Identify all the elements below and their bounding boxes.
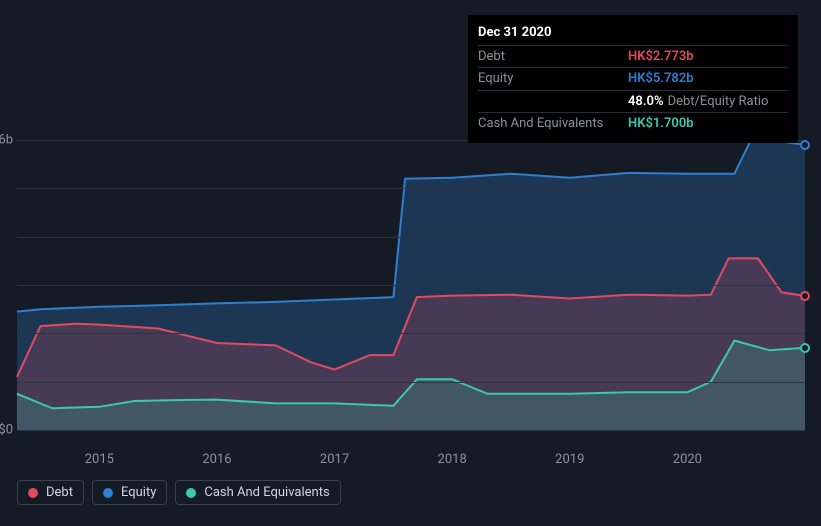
x-axis-label: 2016 bbox=[202, 452, 231, 467]
gridline bbox=[17, 188, 805, 189]
y-axis-label: HK$0 bbox=[0, 423, 13, 438]
debt-equity-chart: HK$0 HK$6b 2015 2016 2017 2018 2019 2020 Dec 3… bbox=[0, 0, 821, 526]
tooltip-row-value: HK$2.773b bbox=[628, 47, 694, 67]
tooltip-row-value: HK$5.782b bbox=[628, 69, 694, 89]
legend-swatch bbox=[103, 488, 113, 498]
x-axis-label: 2018 bbox=[438, 452, 467, 467]
gridline bbox=[17, 382, 805, 383]
gridline bbox=[17, 333, 805, 334]
tooltip-row-extra: Debt/Equity Ratio bbox=[668, 94, 769, 109]
chart-tooltip: Dec 31 2020 DebtHK$2.773bEquityHK$5.782b… bbox=[468, 15, 798, 143]
legend-label: Equity bbox=[121, 485, 156, 500]
tooltip-row-value: 48.0%Debt/Equity Ratio bbox=[628, 92, 768, 112]
tooltip-row: DebtHK$2.773b bbox=[478, 45, 788, 68]
x-axis-label: 2017 bbox=[320, 452, 349, 467]
chart-legend: Debt Equity Cash And Equivalents bbox=[17, 480, 341, 505]
legend-item-debt[interactable]: Debt bbox=[17, 480, 84, 505]
tooltip-row-label: Equity bbox=[478, 69, 628, 89]
y-axis-label: HK$6b bbox=[0, 133, 13, 148]
tooltip-row-label: Debt bbox=[478, 47, 628, 67]
x-axis-label: 2020 bbox=[673, 452, 702, 467]
gridline bbox=[17, 237, 805, 238]
legend-label: Debt bbox=[46, 485, 73, 500]
legend-item-equity[interactable]: Equity bbox=[92, 480, 167, 505]
legend-label: Cash And Equivalents bbox=[204, 485, 329, 500]
tooltip-row-label bbox=[478, 92, 628, 112]
legend-swatch bbox=[186, 488, 196, 498]
tooltip-row: 48.0%Debt/Equity Ratio bbox=[478, 90, 788, 113]
gridline bbox=[17, 430, 805, 431]
legend-swatch bbox=[28, 488, 38, 498]
tooltip-row: Cash And EquivalentsHK$1.700b bbox=[478, 112, 788, 135]
equity-end-marker bbox=[800, 140, 810, 150]
gridline bbox=[17, 285, 805, 286]
tooltip-row-label: Cash And Equivalents bbox=[478, 114, 628, 134]
x-axis-label: 2015 bbox=[85, 452, 114, 467]
tooltip-row: EquityHK$5.782b bbox=[478, 67, 788, 90]
cash-end-marker bbox=[800, 343, 810, 353]
legend-item-cash-and-equivalents[interactable]: Cash And Equivalents bbox=[175, 480, 340, 505]
x-axis-label: 2019 bbox=[555, 452, 584, 467]
tooltip-date: Dec 31 2020 bbox=[478, 23, 788, 43]
tooltip-row-value: HK$1.700b bbox=[628, 114, 694, 134]
debt-end-marker bbox=[800, 291, 810, 301]
